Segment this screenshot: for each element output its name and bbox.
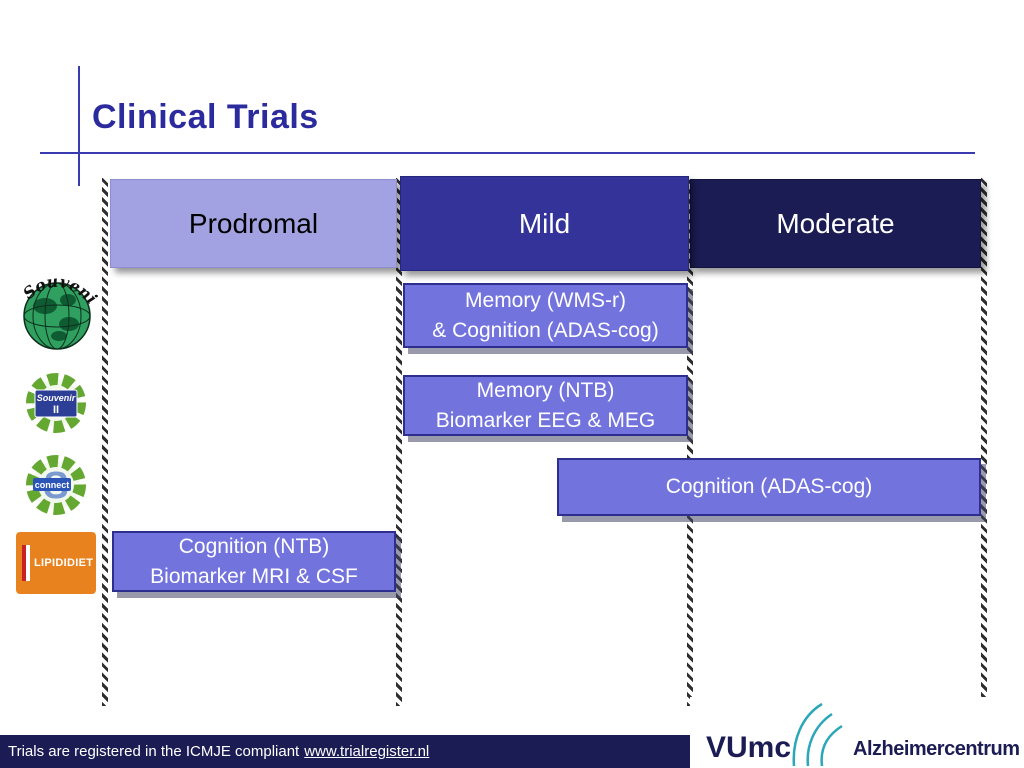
souvenir2-logo-numeral: II	[53, 404, 59, 416]
trial-bar-souvenir: Memory (WMS-r) & Cognition (ADAS-cog)	[403, 283, 688, 348]
souvenir2-logo-text: Souvenir	[37, 393, 76, 403]
connect-logo: S connect	[20, 448, 92, 522]
trial-bar-souvenir2: Memory (NTB) Biomarker EEG & MEG	[403, 375, 688, 436]
footer-link[interactable]: www.trialregister.nl	[304, 743, 430, 760]
lipididiet-logo-text: LipiDiDiet	[34, 557, 94, 569]
bar-label-line: Memory (WMS-r)	[465, 289, 626, 313]
trial-bar-lipididiet: Cognition (NTB) Biomarker MRI & CSF	[112, 531, 396, 592]
column-header-label: Mild	[518, 207, 571, 239]
column-divider	[102, 178, 108, 706]
title-accent-line	[78, 66, 80, 186]
column-header-label: Prodromal	[188, 207, 319, 239]
bar-label-line: Cognition (ADAS-cog)	[665, 475, 873, 499]
souvenir-logo: Souvenir	[11, 247, 101, 352]
bar-label-line: Biomarker EEG & MEG	[435, 408, 656, 432]
column-header-label: Moderate	[776, 207, 895, 239]
lipididiet-accent-bar	[22, 545, 30, 581]
souvenir2-logo: Souvenir II	[20, 366, 92, 440]
bar-label-line: Biomarker MRI & CSF	[150, 564, 358, 588]
alzheimercentrum-wordmark: Alzheimercentrum	[853, 738, 1020, 760]
column-divider	[396, 178, 402, 706]
column-divider	[981, 178, 987, 706]
column-divider	[687, 178, 693, 706]
vumc-arcs-icon	[792, 702, 843, 767]
bar-label-line: Cognition (NTB)	[178, 535, 330, 559]
bar-label-line: & Cognition (ADAS-cog)	[432, 318, 659, 342]
vumc-branding: VUmc Alzheimercentrum	[690, 697, 1024, 768]
vumc-wordmark: VUmc	[706, 731, 792, 764]
column-header-mild: Mild	[400, 176, 689, 271]
page-title: Clinical Trials	[92, 98, 319, 136]
title-underline	[40, 152, 975, 154]
column-header-moderate: Moderate	[690, 179, 981, 268]
trial-bar-connect: Cognition (ADAS-cog)	[557, 458, 981, 516]
connect-logo-text: connect	[35, 480, 70, 490]
bar-label-line: Memory (NTB)	[476, 379, 615, 403]
footer-text: Trials are registered in the ICMJE compl…	[8, 743, 300, 760]
column-header-prodromal: Prodromal	[110, 179, 397, 268]
globe-icon: Souvenir	[11, 247, 101, 350]
lipididiet-logo: LipiDiDiet	[16, 532, 96, 594]
souvenir2-icon: Souvenir II	[26, 373, 86, 433]
connect-icon: S connect	[26, 455, 86, 515]
